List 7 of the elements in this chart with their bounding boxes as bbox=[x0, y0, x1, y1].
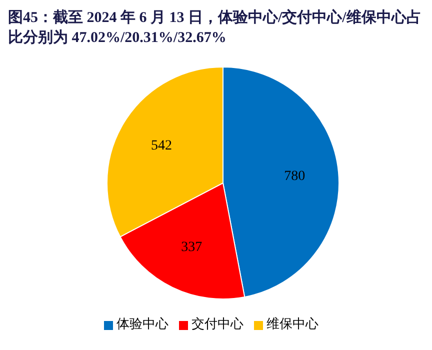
data-label: 337 bbox=[181, 240, 202, 256]
legend-label: 交付中心 bbox=[192, 316, 244, 331]
data-label: 542 bbox=[150, 138, 172, 154]
legend-label: 维保中心 bbox=[266, 316, 318, 331]
legend-label: 体验中心 bbox=[116, 316, 168, 331]
chart-title: 图45：截至 2024 年 6 月 13 日，体验中心/交付中心/维保中心占比分别为 47.02%/20.31%/32.67% bbox=[8, 8, 422, 48]
data-label: 780 bbox=[284, 168, 306, 184]
